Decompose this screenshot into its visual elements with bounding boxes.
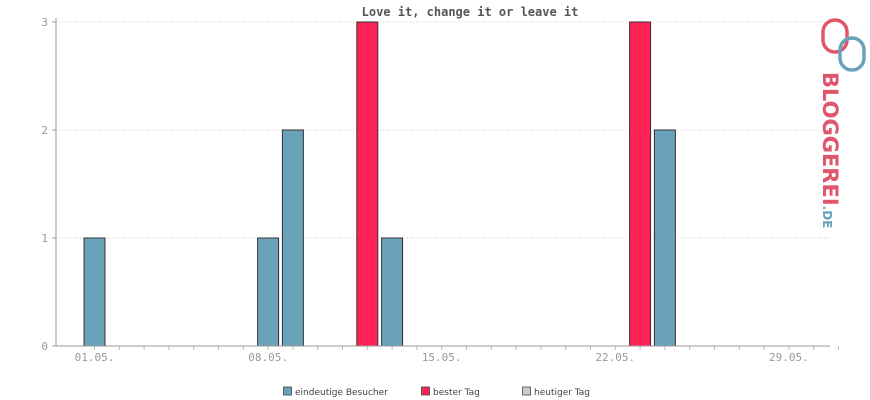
y-tick-label: 0 bbox=[41, 340, 48, 353]
legend-label: eindeutige Besucher bbox=[295, 388, 388, 398]
chart-title: Love it, change it or leave it bbox=[362, 5, 579, 19]
legend-label: heutiger Tag bbox=[534, 388, 590, 398]
x-tick-label: 29.05. bbox=[769, 351, 809, 364]
bars bbox=[83, 21, 676, 347]
legend: eindeutige Besucher bester Tag heutiger Ta… bbox=[283, 386, 590, 398]
legend-swatch bbox=[522, 386, 531, 396]
bar bbox=[653, 129, 676, 347]
bar bbox=[629, 21, 652, 347]
y-tick-label: 3 bbox=[41, 16, 48, 29]
bar bbox=[381, 237, 404, 347]
x-tick-label: 08.05. bbox=[248, 351, 288, 364]
bloggerei-logo: BLOGGEREI.DE bbox=[818, 18, 866, 228]
legend-swatch bbox=[283, 386, 292, 396]
y-tick-label: 2 bbox=[41, 124, 48, 137]
logo-icon bbox=[821, 18, 866, 72]
x-tick-label: 15.05. bbox=[422, 351, 462, 364]
bar bbox=[281, 129, 304, 347]
logo-text-main: BLOGGEREI bbox=[818, 72, 842, 206]
axes: 0 1 2 3 01.05. 08.05. 15.05. 22.05. 29.05. bbox=[41, 16, 839, 364]
bar bbox=[356, 21, 379, 347]
bar bbox=[83, 237, 106, 347]
grid-lines bbox=[56, 21, 830, 239]
x-tick-label: 01.05. bbox=[75, 351, 115, 364]
y-tick-label: 1 bbox=[41, 232, 48, 245]
logo-wordmark: BLOGGEREI.DE bbox=[818, 72, 842, 228]
bar bbox=[257, 237, 280, 347]
legend-label: bester Tag bbox=[433, 388, 480, 398]
logo-text-suffix: .DE bbox=[820, 206, 834, 229]
x-tick-label: 22.05. bbox=[595, 351, 635, 364]
legend-swatch bbox=[421, 386, 430, 396]
